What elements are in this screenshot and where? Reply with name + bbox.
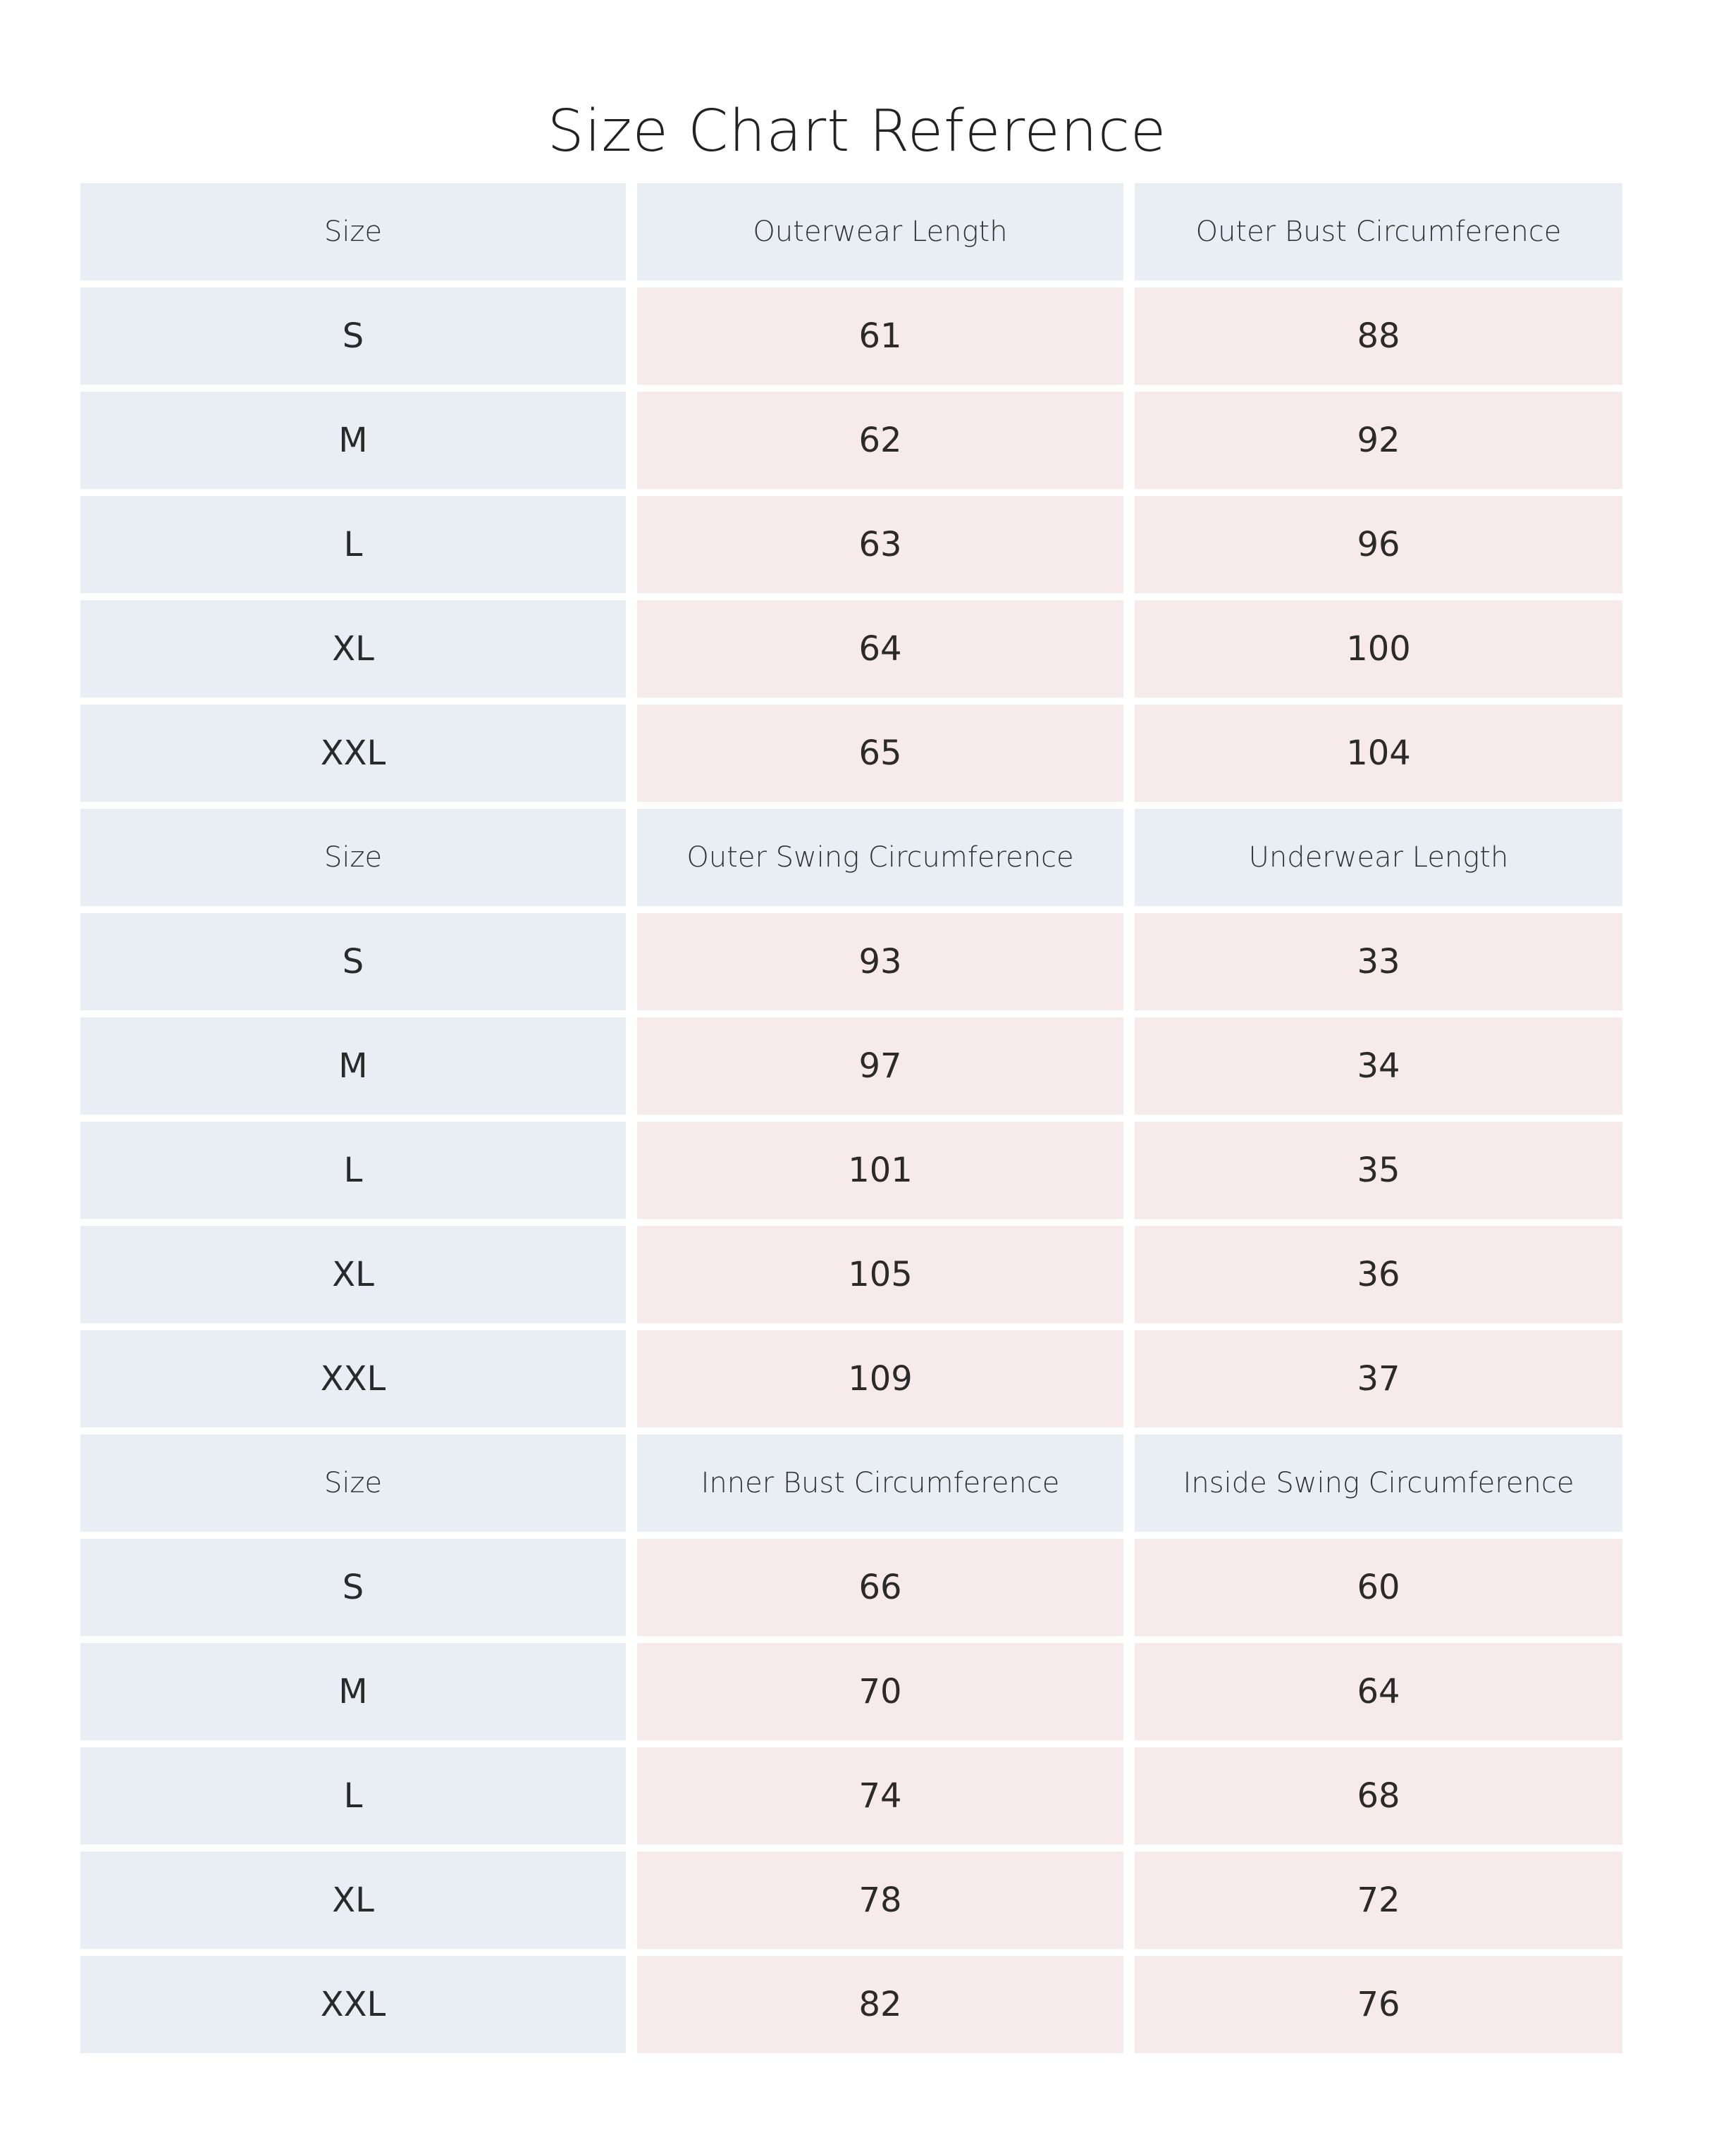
measurement-value-cell: 105 xyxy=(637,1226,1123,1323)
size-label-cell: XXL xyxy=(80,1330,626,1427)
measurement-value-cell: 64 xyxy=(637,600,1123,698)
measurement-value-cell: 64 xyxy=(1135,1643,1622,1740)
table-row: M 70 64 xyxy=(80,1643,1622,1740)
size-label-cell: XL xyxy=(80,1852,626,1949)
measurement-value-cell: 92 xyxy=(1135,392,1622,489)
measurement-value-cell: 36 xyxy=(1135,1226,1622,1323)
measurement-value-cell: 34 xyxy=(1135,1017,1622,1115)
measurement-value-cell: 61 xyxy=(637,287,1123,385)
size-chart-table: Size Outerwear Length Outer Bust Circumfer… xyxy=(69,176,1634,2060)
size-label-cell: M xyxy=(80,392,626,489)
size-label-cell: L xyxy=(80,496,626,593)
measurement-value-cell: 97 xyxy=(637,1017,1123,1115)
measurement-value-cell: 62 xyxy=(637,392,1123,489)
measurement-value-cell: 96 xyxy=(1135,496,1622,593)
table-row: S 61 88 xyxy=(80,287,1622,385)
table-row: XL 78 72 xyxy=(80,1852,1622,1949)
measurement-value-cell: 101 xyxy=(637,1122,1123,1219)
size-label-cell: S xyxy=(80,1539,626,1636)
table-row: XXL 82 76 xyxy=(80,1956,1622,2053)
measurement-column-header: Underwear Length xyxy=(1135,809,1622,906)
measurement-value-cell: 100 xyxy=(1135,600,1622,698)
table-row: XL 64 100 xyxy=(80,600,1622,698)
size-label-cell: M xyxy=(80,1017,626,1115)
size-label-cell: XL xyxy=(80,1226,626,1323)
measurement-value-cell: 66 xyxy=(637,1539,1123,1636)
measurement-column-header: Outer Bust Circumference xyxy=(1135,183,1622,280)
measurement-column-header: Inside Swing Circumference xyxy=(1135,1435,1622,1532)
header-row: Size Outer Swing Circumference Underwear L… xyxy=(80,809,1622,906)
measurement-value-cell: 76 xyxy=(1135,1956,1622,2053)
measurement-value-cell: 63 xyxy=(637,496,1123,593)
size-label-cell: XL xyxy=(80,600,626,698)
table-row: M 97 34 xyxy=(80,1017,1622,1115)
measurement-value-cell: 65 xyxy=(637,705,1123,802)
size-label-cell: S xyxy=(80,913,626,1010)
table-row: XL 105 36 xyxy=(80,1226,1622,1323)
size-label-cell: L xyxy=(80,1747,626,1845)
measurement-value-cell: 60 xyxy=(1135,1539,1622,1636)
size-label-cell: S xyxy=(80,287,626,385)
measurement-value-cell: 70 xyxy=(637,1643,1123,1740)
measurement-value-cell: 33 xyxy=(1135,913,1622,1010)
size-label-cell: M xyxy=(80,1643,626,1740)
measurement-value-cell: 109 xyxy=(637,1330,1123,1427)
measurement-column-header: Outer Swing Circumference xyxy=(637,809,1123,906)
size-column-header: Size xyxy=(80,809,626,906)
size-chart-body: Size Outerwear Length Outer Bust Circumfer… xyxy=(80,183,1622,2053)
measurement-value-cell: 82 xyxy=(637,1956,1123,2053)
table-row: XXL 65 104 xyxy=(80,705,1622,802)
measurement-value-cell: 72 xyxy=(1135,1852,1622,1949)
measurement-value-cell: 68 xyxy=(1135,1747,1622,1845)
table-row: S 93 33 xyxy=(80,913,1622,1010)
measurement-column-header: Outerwear Length xyxy=(637,183,1123,280)
table-row: S 66 60 xyxy=(80,1539,1622,1636)
page-title: Size Chart Reference xyxy=(547,97,1167,165)
measurement-column-header: Inner Bust Circumference xyxy=(637,1435,1123,1532)
table-row: XXL 109 37 xyxy=(80,1330,1622,1427)
size-label-cell: L xyxy=(80,1122,626,1219)
table-row: M 62 92 xyxy=(80,392,1622,489)
size-column-header: Size xyxy=(80,183,626,280)
measurement-value-cell: 35 xyxy=(1135,1122,1622,1219)
table-row: L 101 35 xyxy=(80,1122,1622,1219)
header-row: Size Outerwear Length Outer Bust Circumfer… xyxy=(80,183,1622,280)
measurement-value-cell: 74 xyxy=(637,1747,1123,1845)
header-row: Size Inner Bust Circumference Inside Swing… xyxy=(80,1435,1622,1532)
table-row: L 63 96 xyxy=(80,496,1622,593)
size-column-header: Size xyxy=(80,1435,626,1532)
size-label-cell: XXL xyxy=(80,705,626,802)
measurement-value-cell: 93 xyxy=(637,913,1123,1010)
size-label-cell: XXL xyxy=(80,1956,626,2053)
table-row: L 74 68 xyxy=(80,1747,1622,1845)
measurement-value-cell: 78 xyxy=(637,1852,1123,1949)
measurement-value-cell: 37 xyxy=(1135,1330,1622,1427)
measurement-value-cell: 104 xyxy=(1135,705,1622,802)
measurement-value-cell: 88 xyxy=(1135,287,1622,385)
